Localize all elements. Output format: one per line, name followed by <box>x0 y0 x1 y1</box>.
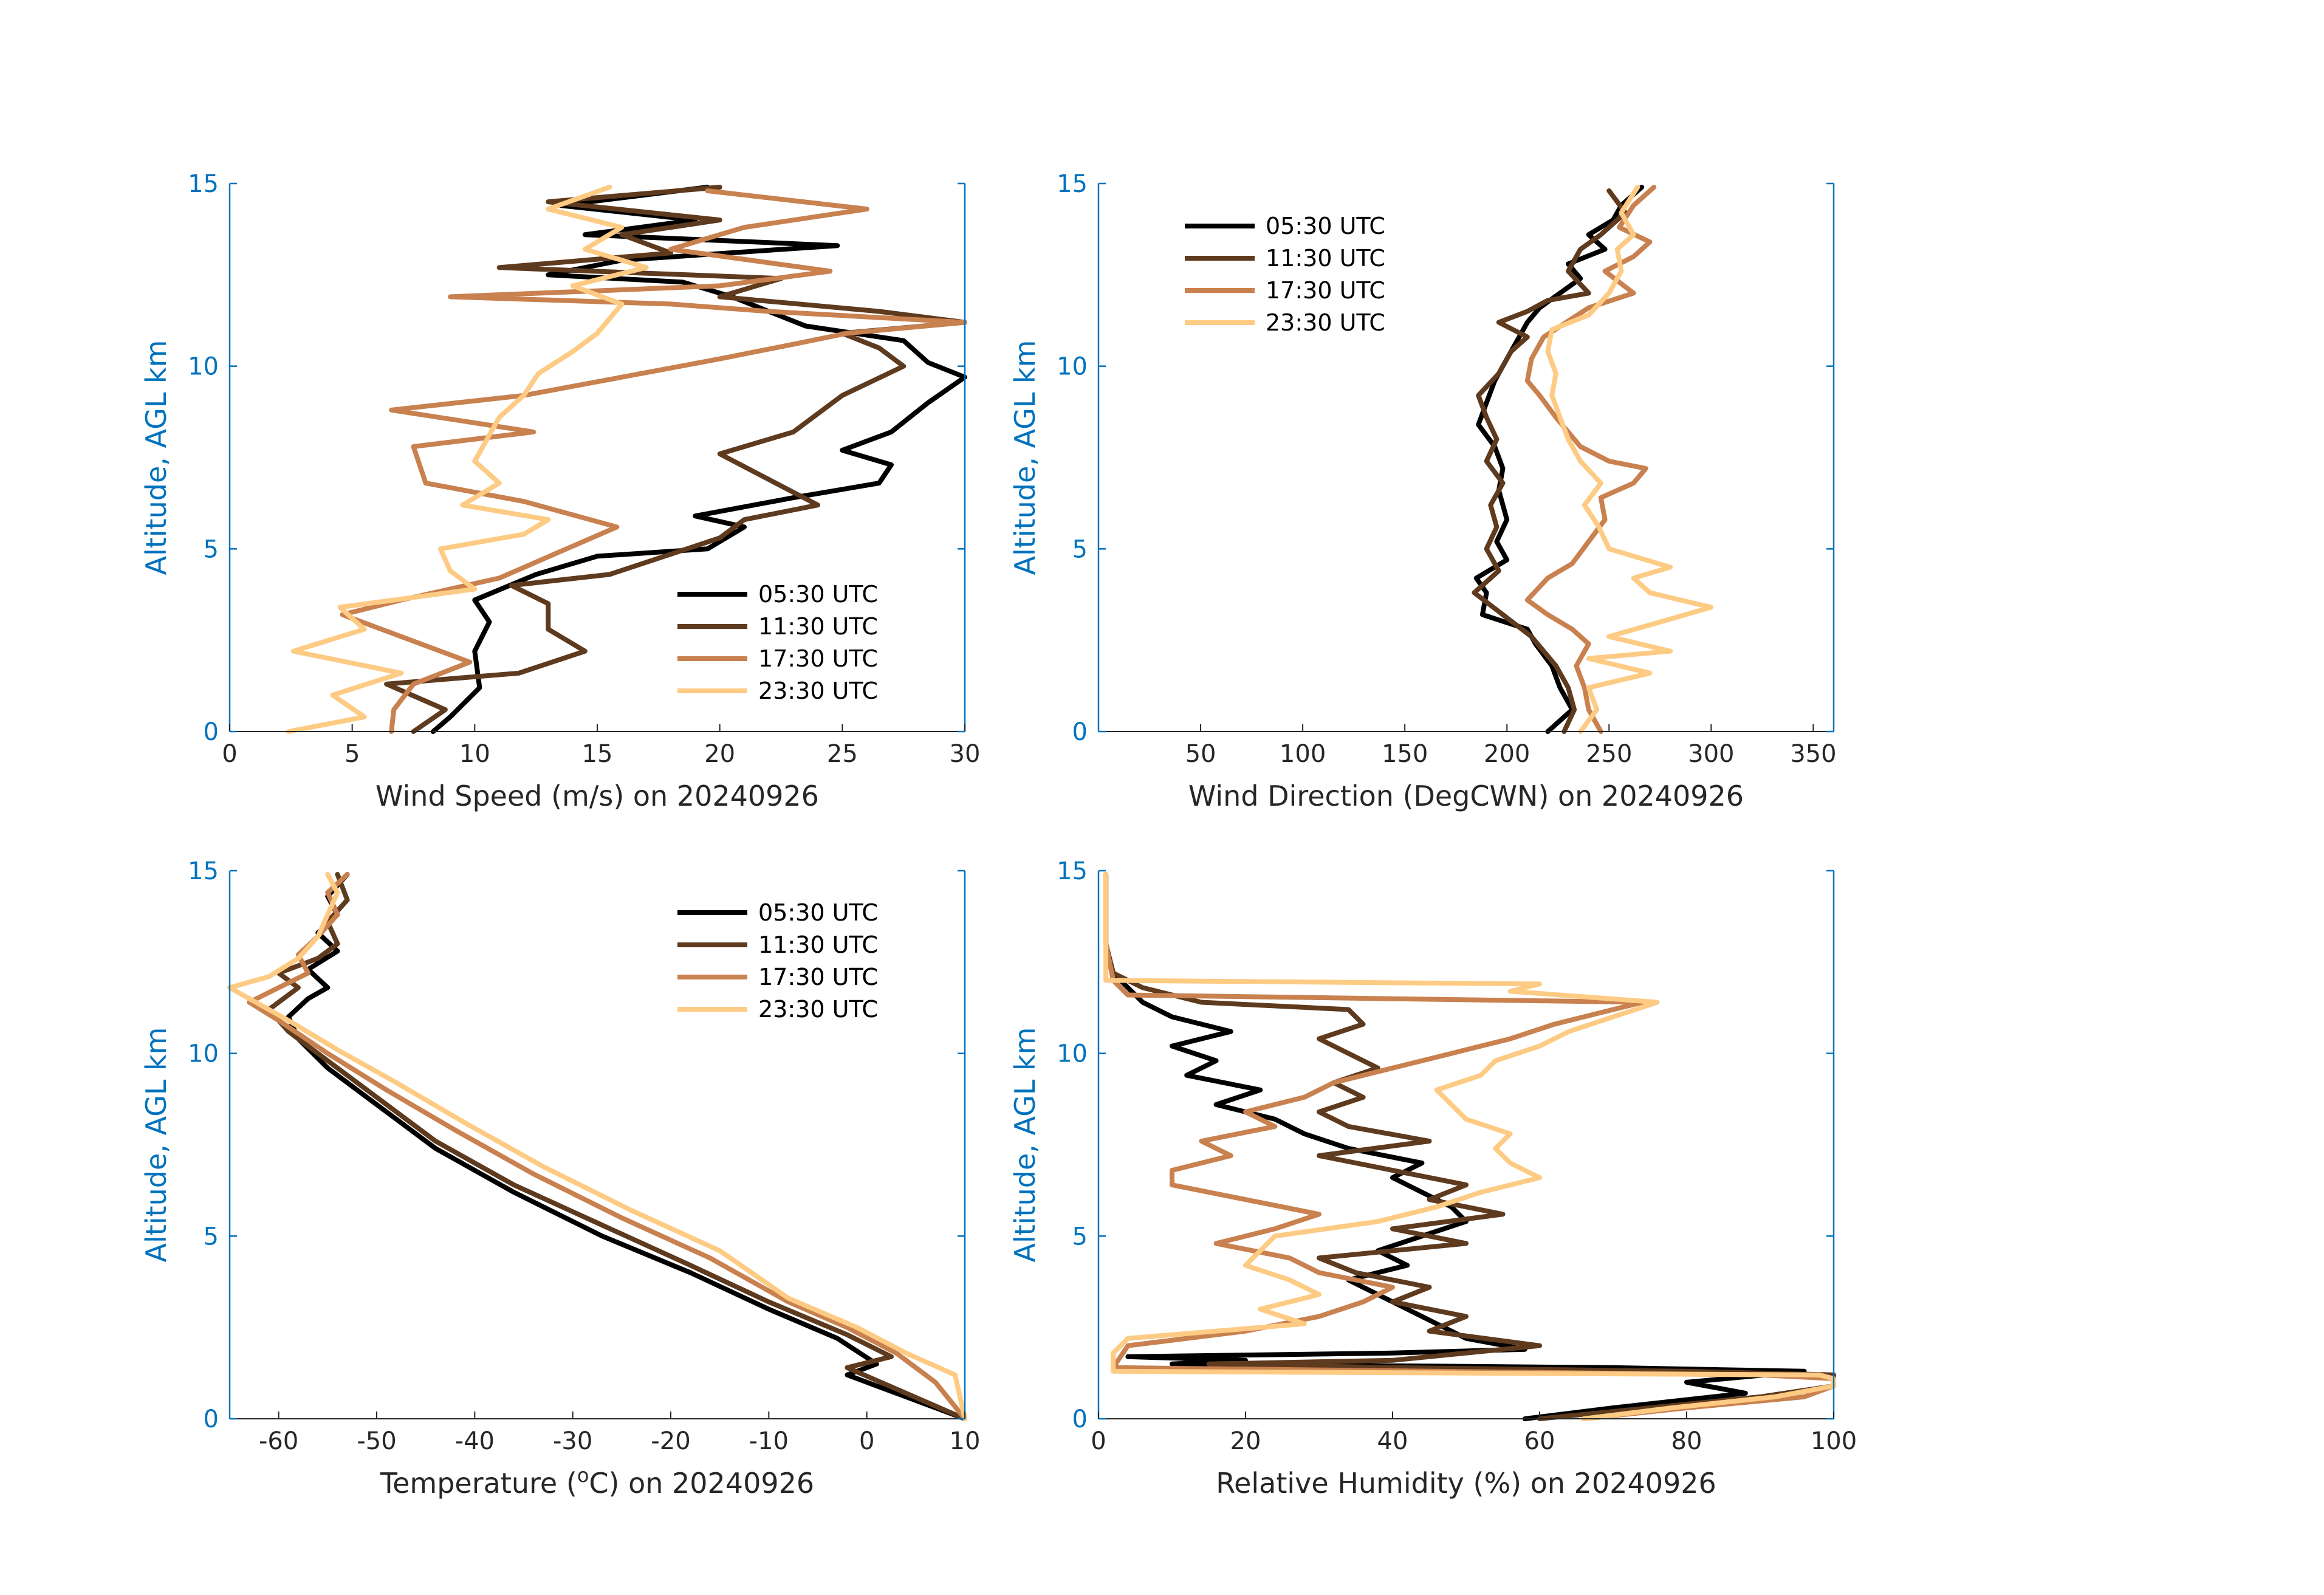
x-tick-label: 60 <box>1524 1427 1555 1455</box>
legend: 05:30 UTC 11:30 UTC 17:30 UTC 23:30 UTC <box>677 581 878 704</box>
x-tick-label: 40 <box>1377 1427 1408 1455</box>
legend-label: 17:30 UTC <box>1266 277 1385 304</box>
x-tick-label: -60 <box>259 1427 298 1455</box>
x-axis-label-part: C) on 20240926 <box>589 1467 814 1500</box>
y-axis-label: Altitude, AGL km <box>1009 1027 1041 1262</box>
y-tick-label: 0 <box>204 1405 219 1433</box>
x-tick-label: 0 <box>1091 1427 1106 1455</box>
y-tick-label: 10 <box>188 353 219 381</box>
legend-label: 23:30 UTC <box>758 996 878 1023</box>
legend-label: 11:30 UTC <box>1266 245 1385 272</box>
y-tick-label: 15 <box>1057 170 1088 198</box>
y-tick-label: 10 <box>1057 1040 1088 1068</box>
legend: 05:30 UTC 11:30 UTC 17:30 UTC 23:30 UTC <box>1185 213 1385 336</box>
x-tick-label: 350 <box>1790 740 1836 768</box>
x-axis-label: Wind Speed (m/s) on 20240926 <box>375 780 819 812</box>
legend: 05:30 UTC 11:30 UTC 17:30 UTC 23:30 UTC <box>677 899 878 1023</box>
series-line-2330-utc <box>1545 185 1714 734</box>
x-tick-label: 25 <box>827 740 858 768</box>
x-tick-label: 0 <box>222 740 237 768</box>
x-tick-label: 0 <box>859 1427 874 1455</box>
legend-label: 23:30 UTC <box>1266 309 1385 336</box>
series-line-0530-utc <box>286 872 967 1421</box>
legend-label: 17:30 UTC <box>758 645 878 672</box>
x-axis-label-part: Temperature ( <box>380 1467 577 1500</box>
series-line-1130-utc <box>384 185 967 734</box>
series-line-2330-utc <box>286 185 649 734</box>
series-line-1730-utc <box>1524 185 1657 734</box>
y-tick-label: 10 <box>1057 353 1088 381</box>
y-tick-label: 0 <box>1072 718 1088 746</box>
x-tick-label: 100 <box>1280 740 1326 768</box>
legend-label: 05:30 UTC <box>758 899 878 926</box>
x-axis-label: Relative Humidity (%) on 20240926 <box>1216 1467 1716 1500</box>
y-tick-label: 10 <box>188 1040 219 1068</box>
y-tick-label: 15 <box>188 170 219 198</box>
legend-label: 11:30 UTC <box>758 931 878 958</box>
legend-label: 23:30 UTC <box>758 996 878 1023</box>
series-line-1130-utc <box>1472 188 1628 734</box>
legend-label: 05:30 UTC <box>758 899 878 926</box>
x-axis-label-superscript: o <box>577 1464 589 1487</box>
x-tick-label: 100 <box>1811 1427 1857 1455</box>
y-tick-label: 0 <box>204 718 219 746</box>
y-tick-label: 5 <box>1072 535 1088 563</box>
y-tick-label: 15 <box>1057 857 1088 885</box>
x-tick-label: 20 <box>704 740 735 768</box>
y-tick-label: 5 <box>1072 1223 1088 1250</box>
x-tick-label: 300 <box>1688 740 1734 768</box>
panel-bottom-left: -60 -50 -40 -30 -20 -10 0 10 0 5 10 15 Temperature (… <box>140 857 980 1500</box>
series-line-1130-utc <box>1103 872 1836 1421</box>
legend-label: 17:30 UTC <box>758 964 878 990</box>
x-tick-label: 10 <box>950 1427 981 1455</box>
x-tick-label: 30 <box>950 740 981 768</box>
y-tick-label: 15 <box>188 857 219 885</box>
x-tick-label: 5 <box>344 740 360 768</box>
y-axis-label: Altitude, AGL km <box>140 1027 173 1262</box>
x-tick-label: -20 <box>651 1427 690 1455</box>
legend-label: 17:30 UTC <box>758 964 878 990</box>
x-axis-label: Wind Direction (DegCWN) on 20240926 <box>1188 780 1744 812</box>
y-axis-label: Altitude, AGL km <box>1009 340 1041 575</box>
x-tick-label: 15 <box>582 740 613 768</box>
y-axis-label: Altitude, AGL km <box>140 340 173 575</box>
legend-label: 05:30 UTC <box>1266 213 1385 239</box>
legend-label: 11:30 UTC <box>758 613 878 640</box>
series-line-1130-utc <box>266 872 967 1421</box>
x-axis-label: Temperature (oC) on 20240926 <box>380 1464 814 1500</box>
x-tick-label: 50 <box>1185 740 1216 768</box>
x-tick-label: -50 <box>357 1427 396 1455</box>
series-line-2330-utc <box>227 872 967 1421</box>
x-tick-label: 200 <box>1484 740 1530 768</box>
legend-label: 23:30 UTC <box>758 677 878 704</box>
y-tick-label: 5 <box>204 535 219 563</box>
legend-label: 11:30 UTC <box>758 931 878 958</box>
x-tick-label: 250 <box>1586 740 1632 768</box>
y-tick-label: 0 <box>1072 1405 1088 1433</box>
legend-label: 05:30 UTC <box>758 581 878 608</box>
panel-top-left: 0 5 10 15 20 25 30 0 5 10 15 Wind Speed (m/s) on 20… <box>140 170 980 812</box>
panel-top-right: 50 100 150 200 250 300 350 0 5 10 15 Wind Direction… <box>1009 170 1837 812</box>
x-tick-label: -40 <box>455 1427 495 1455</box>
x-tick-label: 150 <box>1382 740 1428 768</box>
x-tick-label: -10 <box>749 1427 789 1455</box>
x-tick-label: 80 <box>1671 1427 1702 1455</box>
legend: 05:30 UTC 11:30 UTC 17:30 UTC 23:30 UTC <box>677 899 878 1023</box>
x-tick-label: 10 <box>459 740 490 768</box>
x-tick-label: -30 <box>553 1427 592 1455</box>
x-tick-label: 20 <box>1230 1427 1261 1455</box>
y-tick-label: 5 <box>204 1223 219 1250</box>
series-line-2330-utc <box>1103 872 1836 1421</box>
